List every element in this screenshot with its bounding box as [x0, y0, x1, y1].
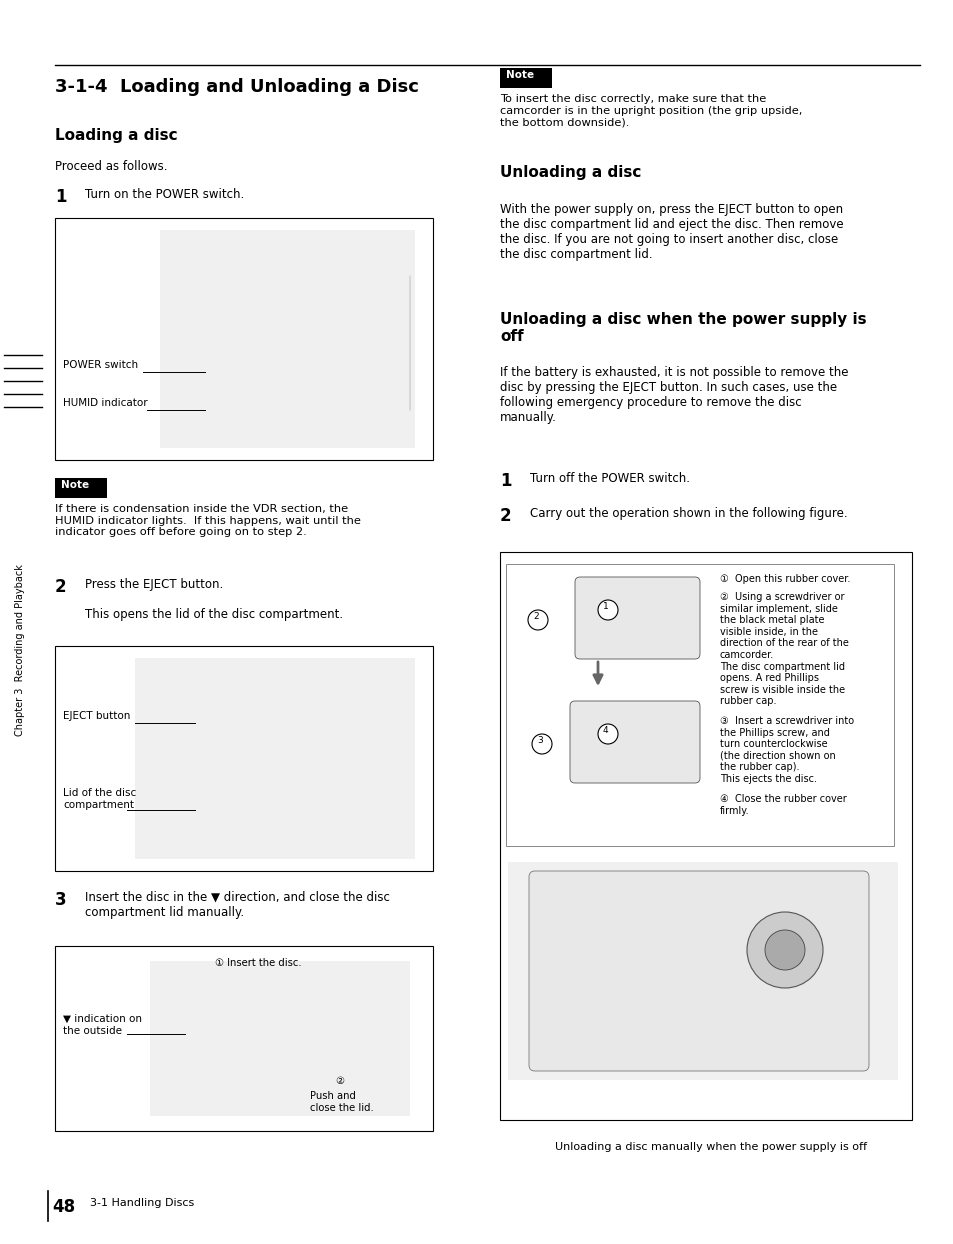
- Text: Unloading a disc when the power supply is
off: Unloading a disc when the power supply i…: [499, 312, 865, 345]
- Text: ②  Using a screwdriver or
similar implement, slide
the black metal plate
visible: ② Using a screwdriver or similar impleme…: [720, 592, 848, 707]
- Text: 3: 3: [55, 891, 67, 909]
- Text: Note: Note: [505, 70, 534, 80]
- Text: 4: 4: [602, 726, 608, 735]
- Text: EJECT button: EJECT button: [63, 712, 131, 722]
- Bar: [160, 230, 415, 448]
- Text: Note: Note: [61, 480, 89, 490]
- Text: 2: 2: [55, 578, 67, 596]
- Text: Unloading a disc manually when the power supply is off: Unloading a disc manually when the power…: [555, 1142, 866, 1152]
- Bar: [150, 962, 410, 1116]
- Text: If the battery is exhausted, it is not possible to remove the
disc by pressing t: If the battery is exhausted, it is not p…: [499, 366, 847, 424]
- Text: Insert the disc in the ▼ direction, and close the disc
compartment lid manually.: Insert the disc in the ▼ direction, and …: [85, 891, 390, 919]
- Text: 1: 1: [499, 471, 511, 490]
- Text: Unloading a disc: Unloading a disc: [499, 165, 640, 180]
- Text: ▼ indication on
the outside: ▼ indication on the outside: [63, 1014, 142, 1035]
- Text: Push and
close the lid.: Push and close the lid.: [310, 1091, 374, 1112]
- Bar: [499, 68, 552, 88]
- Text: ②: ②: [335, 1076, 344, 1086]
- Bar: [55, 945, 433, 1131]
- Text: Carry out the operation shown in the following figure.: Carry out the operation shown in the fol…: [530, 508, 846, 520]
- Circle shape: [527, 610, 547, 629]
- Text: Loading a disc: Loading a disc: [55, 128, 177, 143]
- Text: 2: 2: [499, 508, 511, 525]
- Circle shape: [598, 724, 618, 744]
- Text: 3: 3: [537, 736, 542, 745]
- Bar: [135, 658, 415, 860]
- Text: POWER switch: POWER switch: [63, 360, 138, 369]
- FancyBboxPatch shape: [569, 702, 700, 782]
- Circle shape: [532, 734, 552, 754]
- Text: 3-1-4  Loading and Unloading a Disc: 3-1-4 Loading and Unloading a Disc: [55, 78, 418, 96]
- Bar: [55, 646, 433, 871]
- Text: Press the EJECT button.: Press the EJECT button.: [85, 578, 223, 591]
- Text: If there is condensation inside the VDR section, the
HUMID indicator lights.  If: If there is condensation inside the VDR …: [55, 504, 360, 537]
- Text: This opens the lid of the disc compartment.: This opens the lid of the disc compartme…: [85, 608, 343, 621]
- Text: Turn off the POWER switch.: Turn off the POWER switch.: [530, 471, 689, 485]
- Text: 48: 48: [52, 1198, 75, 1215]
- FancyBboxPatch shape: [575, 577, 700, 659]
- Bar: [507, 862, 897, 1080]
- Text: 2: 2: [533, 612, 538, 621]
- Text: 3-1 Handling Discs: 3-1 Handling Discs: [90, 1198, 194, 1208]
- Text: Chapter 3  Recording and Playback: Chapter 3 Recording and Playback: [15, 564, 25, 736]
- Bar: [505, 564, 893, 846]
- Text: ④  Close the rubber cover
firmly.: ④ Close the rubber cover firmly.: [720, 794, 846, 816]
- Text: ①  Open this rubber cover.: ① Open this rubber cover.: [720, 573, 849, 583]
- Circle shape: [598, 600, 618, 620]
- Text: With the power supply on, press the EJECT button to open
the disc compartment li: With the power supply on, press the EJEC…: [499, 203, 842, 261]
- Text: HUMID indicator: HUMID indicator: [63, 398, 148, 408]
- Text: 1: 1: [55, 188, 67, 207]
- Text: Lid of the disc
compartment: Lid of the disc compartment: [63, 787, 136, 810]
- Text: 1: 1: [602, 602, 608, 611]
- Text: Proceed as follows.: Proceed as follows.: [55, 160, 168, 173]
- Text: ① Insert the disc.: ① Insert the disc.: [214, 958, 301, 968]
- Text: ③  Insert a screwdriver into
the Phillips screw, and
turn counterclockwise
(the : ③ Insert a screwdriver into the Phillips…: [720, 717, 853, 784]
- Text: To insert the disc correctly, make sure that the
camcorder is in the upright pos: To insert the disc correctly, make sure …: [499, 95, 801, 127]
- Bar: [499, 552, 911, 1120]
- FancyBboxPatch shape: [529, 871, 868, 1071]
- Circle shape: [746, 912, 822, 988]
- Circle shape: [764, 931, 804, 970]
- Text: Turn on the POWER switch.: Turn on the POWER switch.: [85, 188, 244, 202]
- Bar: [55, 218, 433, 460]
- Bar: [55, 478, 107, 498]
